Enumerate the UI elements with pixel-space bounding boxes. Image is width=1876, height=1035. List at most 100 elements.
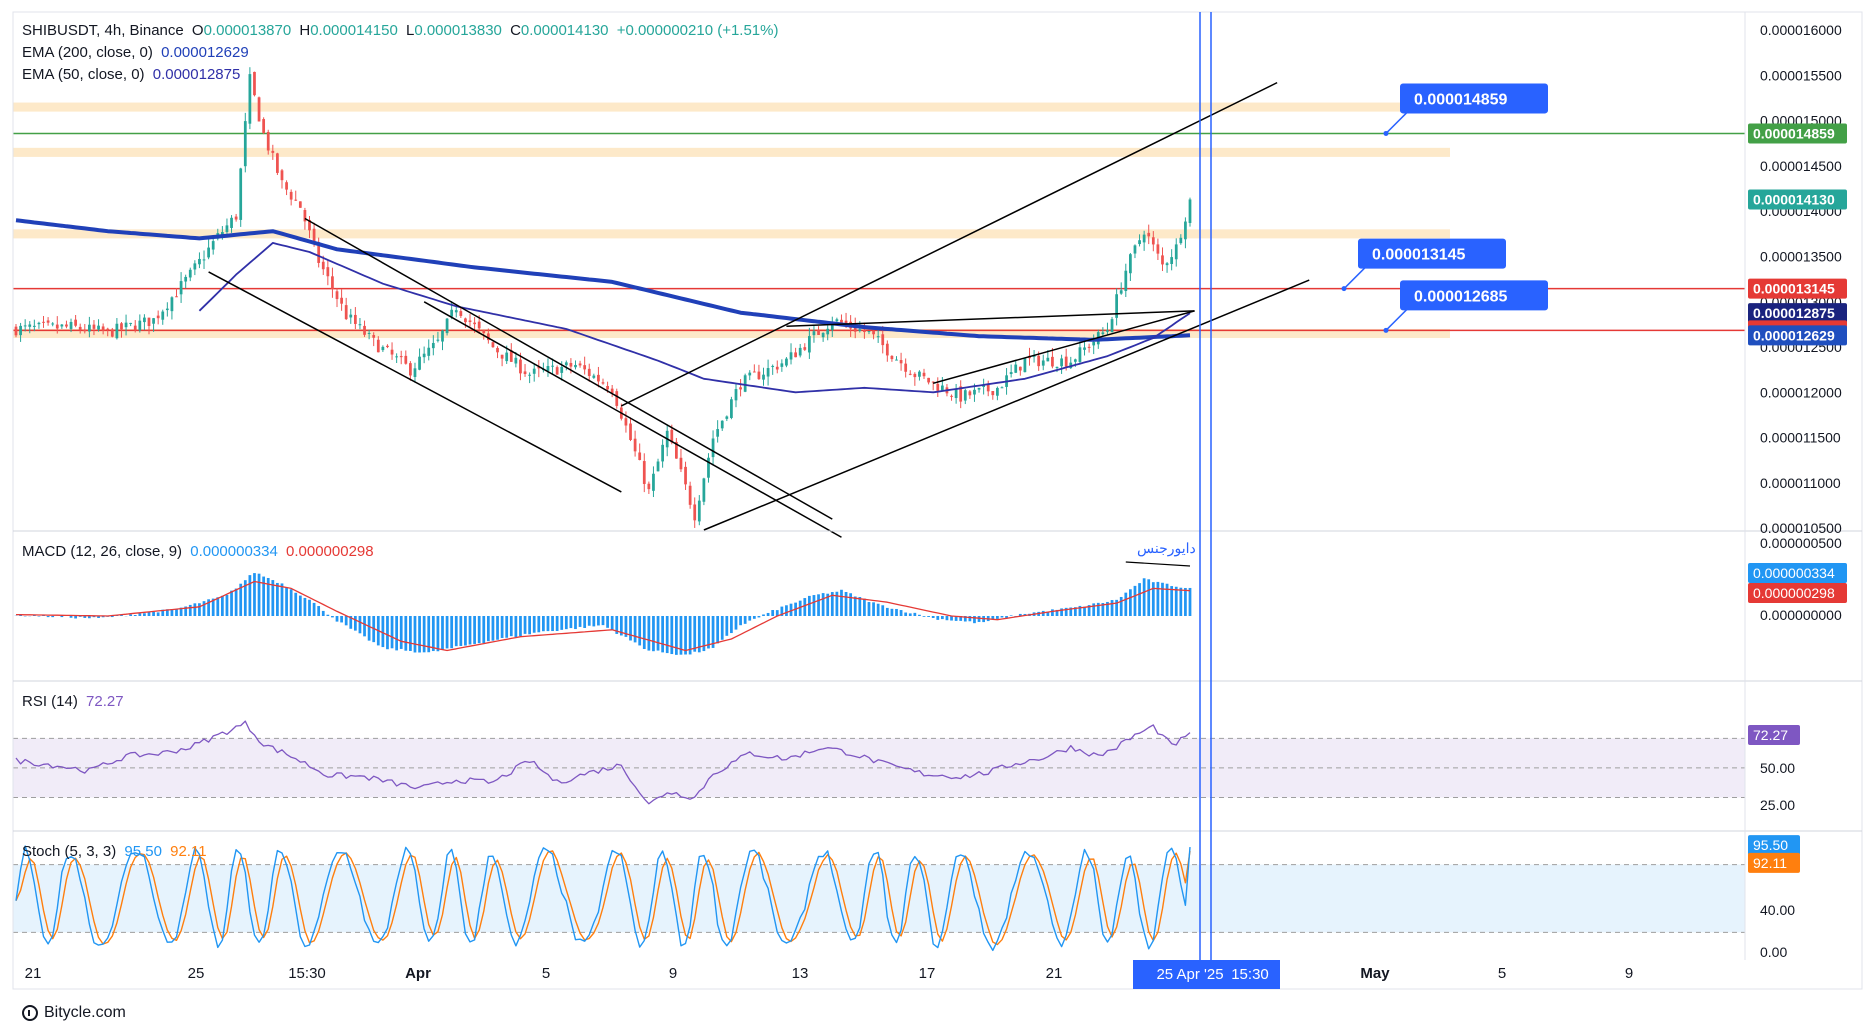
macd-histogram-bar: [1096, 602, 1100, 616]
candle-body: [381, 346, 385, 351]
candle-body: [601, 382, 605, 384]
macd-histogram-bar: [1046, 611, 1050, 616]
time-tick-label: 13: [792, 965, 809, 982]
candle-body: [624, 418, 628, 426]
supply-zone-2: [13, 229, 1450, 239]
price-tag-box: [1748, 278, 1847, 299]
candle-body: [92, 324, 96, 329]
macd-histogram-bar: [798, 600, 802, 616]
candle-body: [482, 330, 486, 334]
macd-value: 0.000000334: [190, 543, 278, 560]
macd-histogram-bar: [422, 616, 426, 653]
candle-body: [1110, 319, 1114, 333]
macd-histogram-bar: [253, 573, 256, 616]
macd-histogram-bar: [1151, 582, 1155, 616]
candle-body: [730, 399, 733, 418]
price-tag-label: 0.000012629: [1753, 327, 1835, 343]
macd-histogram-bar: [1188, 587, 1192, 616]
macd-histogram-bar: [945, 616, 949, 621]
macd-histogram-bar: [1101, 602, 1105, 616]
macd-histogram-bar: [693, 616, 697, 652]
macd-histogram-bar: [321, 610, 325, 616]
candle-body: [97, 325, 100, 330]
macd-histogram-bar: [1161, 582, 1164, 616]
macd-histogram-bar: [775, 610, 779, 616]
macd-histogram-bar: [459, 616, 463, 646]
stoch-pane[interactable]: [13, 845, 1745, 952]
candle-body: [285, 182, 288, 190]
candle-body: [1147, 232, 1151, 237]
rsi-value-tag: 72.27: [1753, 727, 1788, 743]
candle-body: [977, 387, 981, 390]
candle-body: [633, 438, 637, 452]
macd-pane[interactable]: [14, 561, 1192, 655]
overlay: 0.000014859 0.000014130 0.000013145 0.00001…: [1133, 12, 1847, 989]
macd-histogram-bar: [74, 616, 77, 619]
candle-body: [395, 356, 399, 358]
ema50-line: [198, 242, 1191, 394]
candle-body: [65, 324, 68, 327]
candle-body: [184, 276, 188, 282]
price-tick-label: 0.000012000: [1760, 384, 1842, 400]
candle-body: [954, 388, 958, 399]
candle-body: [101, 326, 105, 331]
candle-body: [349, 314, 353, 318]
candle-body: [514, 357, 518, 364]
price-tick-label: 0.000016000: [1760, 22, 1842, 38]
macd-histogram-bar: [427, 616, 431, 653]
macd-histogram-bar: [239, 583, 243, 616]
macd-histogram-bar: [87, 616, 91, 619]
time-tick-label: Apr: [405, 965, 431, 982]
candle-body: [789, 352, 793, 360]
macd-histogram-bar: [395, 616, 399, 651]
macd-histogram-bar: [656, 616, 660, 651]
candle-body: [386, 345, 389, 348]
candle-body: [372, 335, 376, 338]
candle-body: [431, 342, 435, 349]
price-tag-box: [1748, 303, 1847, 324]
candle-body: [1023, 358, 1027, 373]
candle-body: [1115, 294, 1119, 318]
candle-body: [661, 444, 664, 462]
candle-body: [390, 349, 394, 355]
candle-body: [1046, 357, 1050, 362]
candle-body: [243, 121, 247, 167]
macd-histogram-bar: [193, 603, 197, 616]
ohlc-low-key: L: [405, 22, 415, 39]
macd-histogram-bar: [413, 616, 417, 653]
candle-body: [37, 322, 41, 325]
macd-histogram-bar: [363, 616, 366, 637]
price-pane[interactable]: [13, 67, 1745, 538]
candle-body: [1009, 372, 1013, 375]
candle-body: [133, 325, 137, 331]
macd-histogram-bar: [69, 616, 73, 618]
stoch-label: Stoch (5, 3, 3): [22, 843, 117, 860]
macd-histogram-bar: [922, 616, 926, 617]
macd-value-tag-box: [1748, 583, 1847, 603]
macd-histogram-bar: [1165, 583, 1169, 616]
rsi-pane[interactable]: [13, 720, 1745, 805]
macd-histogram-bar: [175, 609, 178, 616]
candle-body: [574, 364, 577, 368]
macd-histogram-bar: [661, 616, 664, 653]
macd-histogram-bar: [885, 607, 889, 616]
macd-histogram-bar: [331, 616, 334, 618]
macd-histogram-bar: [881, 605, 885, 616]
ohlc-open: 0.000013870: [203, 22, 292, 39]
macd-histogram-bar: [647, 616, 651, 651]
macd-histogram-bar: [684, 616, 687, 655]
candle-body: [234, 216, 238, 220]
macd-histogram-bar: [826, 593, 830, 616]
macd-histogram-bar: [464, 616, 467, 646]
candle-body: [1184, 221, 1187, 240]
candle-body: [143, 317, 146, 323]
callout-label: 0.000013145: [1372, 247, 1466, 264]
macd-histogram-bar: [807, 595, 811, 616]
candle-body: [298, 201, 302, 208]
macd-histogram-bar: [399, 616, 403, 649]
candle-body: [198, 258, 201, 265]
macd-histogram-bar: [257, 573, 261, 616]
candle-body: [794, 352, 797, 358]
macd-histogram-bar: [532, 616, 536, 633]
